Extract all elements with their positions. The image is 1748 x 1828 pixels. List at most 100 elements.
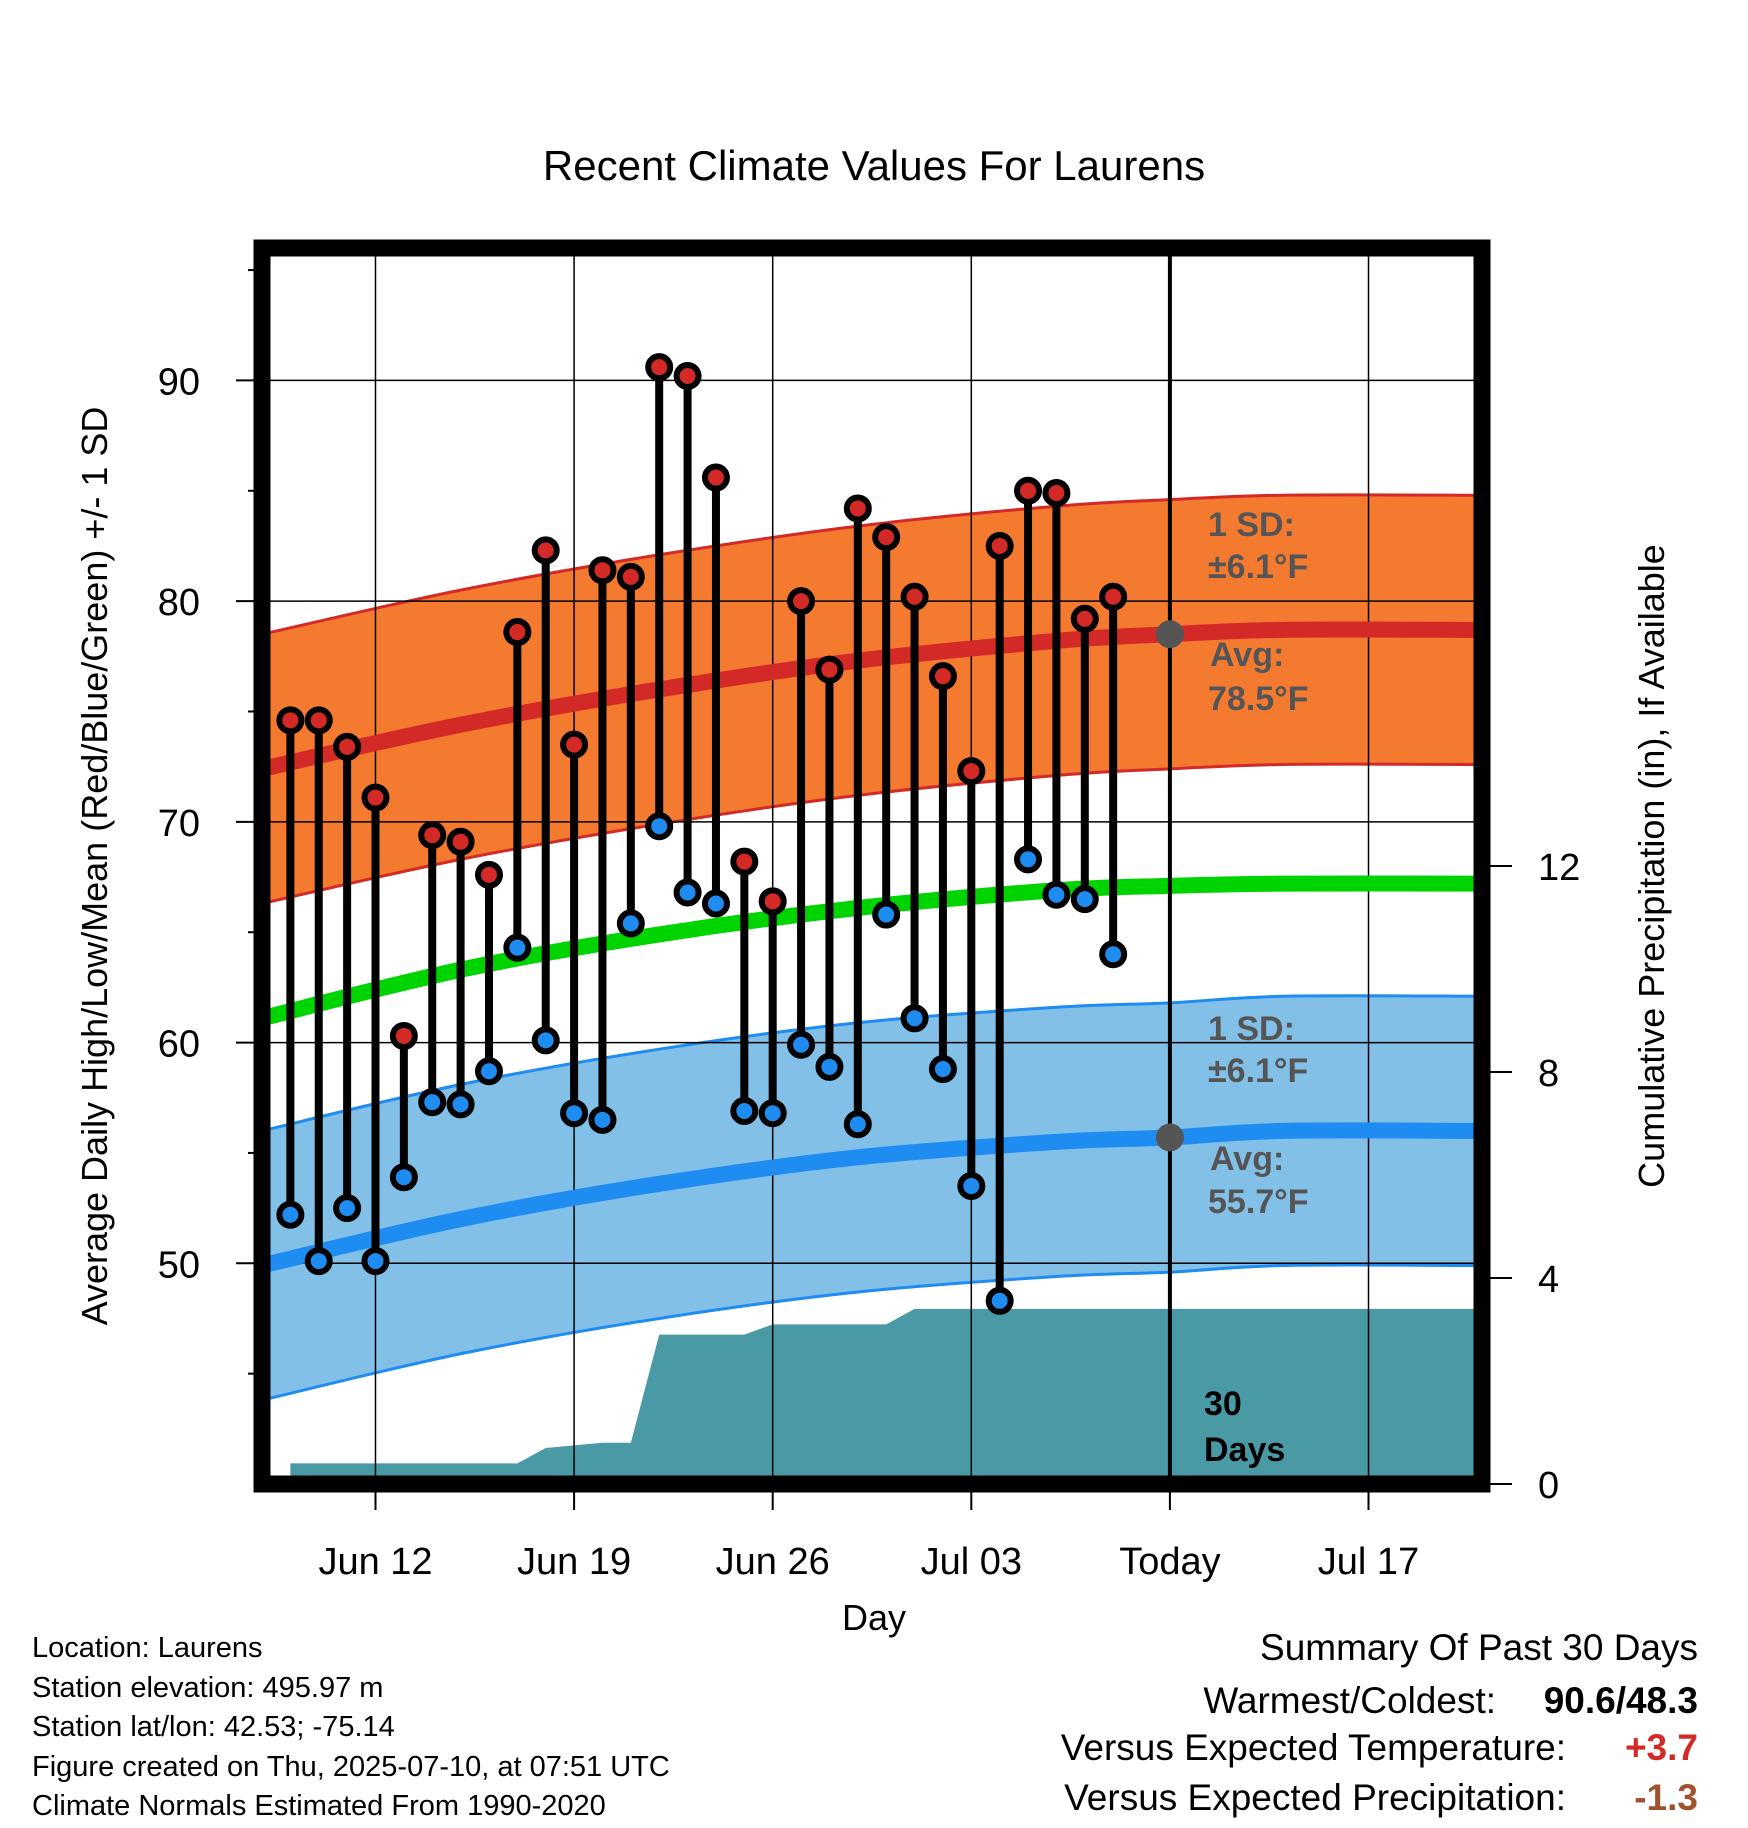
- y-left-tick-label: 60: [158, 1024, 200, 1066]
- daily-low-point: [900, 1004, 929, 1033]
- daily-high-point: [1070, 604, 1099, 633]
- daily-high-point: [531, 536, 560, 565]
- info-created: Figure created on Thu, 2025-07-10, at 07…: [32, 1751, 670, 1783]
- x-tick-label: Jun 12: [318, 1541, 432, 1583]
- daily-low-point: [1070, 885, 1099, 914]
- low-avg-label: Avg:: [1210, 1140, 1284, 1178]
- x-tick-label: Jul 03: [921, 1541, 1022, 1583]
- daily-low-point: [446, 1090, 475, 1119]
- low-sd-label: 1 SD:: [1208, 1010, 1295, 1048]
- chart-title: Recent Climate Values For Laurens: [543, 142, 1205, 189]
- axes-layer: 50 60 70 80 90 0 4 8 12 Jun 12 Jun 19 Jun 26 Jul 03 T…: [158, 269, 1580, 1583]
- daily-low-point: [758, 1099, 787, 1128]
- daily-high-point: [843, 494, 872, 523]
- daily-high-point: [1042, 478, 1071, 507]
- daily-low-point: [560, 1099, 589, 1128]
- y-right-tick-label: 4: [1538, 1259, 1559, 1301]
- daily-high-point: [304, 706, 333, 735]
- daily-low-point: [843, 1110, 872, 1139]
- days-count-label: 30: [1204, 1385, 1242, 1423]
- daily-high-point: [900, 582, 929, 611]
- daily-high-point: [1099, 582, 1128, 611]
- daily-low-point: [389, 1163, 418, 1192]
- today-low-avg-marker: [1155, 1123, 1184, 1152]
- today-high-avg-marker: [1155, 620, 1184, 649]
- high-sd-lower-edge: [262, 762, 1482, 905]
- daily-high-point: [701, 463, 730, 492]
- low-sd-lower-edge: [262, 1263, 1482, 1402]
- daily-low-point: [1014, 845, 1043, 874]
- x-tick-label: Jun 26: [716, 1541, 830, 1583]
- y-left-tick-label: 80: [158, 582, 200, 624]
- low-sd-value: ±6.1°F: [1208, 1052, 1308, 1090]
- daily-low-point: [928, 1055, 957, 1084]
- y-axis-right-title: Cumulative Precipitation (in), If Availa…: [1631, 544, 1672, 1188]
- summary-precip-label: Versus Expected Precipitation:: [1064, 1777, 1566, 1818]
- x-axis-title: Day: [842, 1597, 906, 1638]
- y-left-tick-label: 90: [158, 361, 200, 403]
- summary-temp-value: +3.7: [1625, 1727, 1698, 1768]
- summary-warm-cold-value: 90.6/48.3: [1544, 1680, 1698, 1721]
- daily-high-point: [446, 827, 475, 856]
- daily-high-point: [560, 730, 589, 759]
- normal-bands-layer: [262, 493, 1482, 1402]
- high-normal-line: [262, 621, 1482, 777]
- daily-low-point: [673, 878, 702, 907]
- y-right-tick-label: 8: [1538, 1053, 1559, 1095]
- daily-low-point: [361, 1247, 390, 1276]
- daily-high-point: [730, 847, 759, 876]
- y-right-tick-label: 0: [1538, 1465, 1559, 1507]
- low-sd-band: [262, 995, 1482, 1401]
- daily-high-point: [474, 860, 503, 889]
- summary-warm-cold-label: Warmest/Coldest:: [1203, 1680, 1496, 1721]
- y-axis-left-title: Average Daily High/Low/Mean (Red/Blue/Gr…: [74, 407, 115, 1326]
- daily-high-point: [503, 618, 532, 647]
- daily-low-point: [474, 1057, 503, 1086]
- daily-low-point: [588, 1105, 617, 1134]
- daily-low-point: [1042, 880, 1071, 909]
- daily-low-point: [503, 933, 532, 962]
- precipitation-layer: [290, 1308, 1482, 1484]
- summary-precip-value: -1.3: [1634, 1777, 1698, 1818]
- days-unit-label: Days: [1204, 1431, 1285, 1469]
- y-left-tick-label: 70: [158, 803, 200, 845]
- info-normals: Climate Normals Estimated From 1990-2020: [32, 1790, 606, 1822]
- summary-temp-label: Versus Expected Temperature:: [1061, 1727, 1566, 1768]
- daily-high-point: [276, 706, 305, 735]
- daily-high-point: [957, 757, 986, 786]
- info-location: Location: Laurens: [32, 1632, 263, 1664]
- x-tick-label: Jun 19: [517, 1541, 631, 1583]
- daily-low-point: [304, 1247, 333, 1276]
- daily-high-point: [985, 531, 1014, 560]
- daily-low-point: [418, 1088, 447, 1117]
- daily-high-point: [588, 556, 617, 585]
- daily-low-point: [957, 1172, 986, 1201]
- daily-low-point: [616, 909, 645, 938]
- info-elevation: Station elevation: 495.97 m: [32, 1672, 383, 1704]
- info-latlon: Station lat/lon: 42.53; -75.14: [32, 1711, 395, 1743]
- x-tick-label: Today: [1119, 1541, 1220, 1583]
- precipitation-area: [290, 1308, 1482, 1484]
- y-left-tick-label: 50: [158, 1244, 200, 1286]
- daily-low-point: [872, 900, 901, 929]
- daily-high-point: [673, 362, 702, 391]
- plot-frame: [253, 239, 1491, 1493]
- high-sd-upper-edge: [262, 493, 1482, 636]
- daily-high-point: [645, 353, 674, 382]
- daily-low-point: [333, 1194, 362, 1223]
- low-avg-value: 55.7°F: [1208, 1183, 1309, 1221]
- x-tick-label: Jul 17: [1318, 1541, 1419, 1583]
- daily-low-point: [701, 889, 730, 918]
- high-sd-band: [262, 494, 1482, 904]
- normal-lines-layer: [262, 621, 1482, 1274]
- daily-high-point: [758, 887, 787, 916]
- daily-high-point: [333, 732, 362, 761]
- observations-layer: [276, 353, 1128, 1315]
- high-avg-label: Avg:: [1210, 636, 1284, 674]
- mean-normal-line: [262, 875, 1482, 1027]
- high-sd-label: 1 SD:: [1208, 506, 1295, 544]
- y-right-tick-label: 12: [1538, 847, 1580, 889]
- daily-high-point: [616, 562, 645, 591]
- daily-low-point: [531, 1026, 560, 1055]
